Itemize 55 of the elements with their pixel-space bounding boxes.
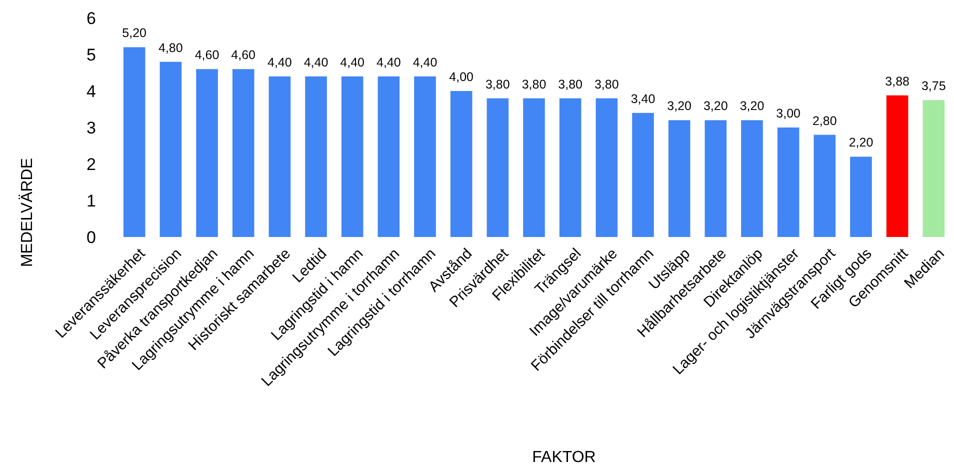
bar bbox=[123, 47, 146, 237]
bar bbox=[268, 76, 291, 237]
y-tick-label: 2 bbox=[86, 154, 96, 174]
data-label: 4,40 bbox=[376, 55, 401, 70]
data-label: 3,80 bbox=[485, 77, 510, 92]
data-label: 3,40 bbox=[630, 92, 656, 106]
data-label: 4,60 bbox=[194, 48, 220, 62]
data-label: 2,80 bbox=[812, 114, 837, 128]
y-tick-label: 0 bbox=[86, 228, 96, 247]
bar bbox=[632, 112, 654, 237]
bar bbox=[414, 76, 436, 237]
y-tick-label: 5 bbox=[86, 45, 96, 64]
bar bbox=[922, 100, 945, 237]
data-label: 4,40 bbox=[304, 55, 328, 70]
bar bbox=[704, 120, 727, 237]
bar bbox=[341, 76, 364, 237]
bar bbox=[450, 91, 472, 237]
data-label: 4,40 bbox=[340, 55, 365, 70]
data-label: 3,80 bbox=[594, 77, 619, 92]
data-label: 3,75 bbox=[921, 79, 946, 94]
bar bbox=[668, 120, 690, 237]
bar bbox=[596, 98, 618, 237]
bar bbox=[378, 76, 400, 237]
data-label: 3,80 bbox=[558, 77, 583, 92]
data-label: 3,88 bbox=[885, 74, 910, 88]
data-label: 5,20 bbox=[122, 26, 147, 40]
bar bbox=[196, 69, 218, 237]
bar bbox=[232, 69, 254, 237]
data-label: 4,40 bbox=[412, 55, 438, 70]
bar bbox=[305, 76, 327, 237]
y-tick-label: 1 bbox=[86, 191, 96, 210]
y-axis-title: MEDELVÄRDE bbox=[18, 158, 36, 268]
bar bbox=[777, 128, 800, 237]
bar bbox=[559, 98, 582, 237]
y-tick-label: 3 bbox=[86, 118, 96, 138]
bar bbox=[486, 98, 509, 237]
x-axis-title: FAKTOR bbox=[532, 449, 596, 466]
data-label: 3,00 bbox=[776, 106, 801, 120]
y-tick-label: 4 bbox=[86, 82, 96, 101]
data-label: 3,20 bbox=[667, 99, 692, 114]
data-label: 4,40 bbox=[268, 55, 292, 70]
bar bbox=[814, 134, 836, 237]
data-label: 4,80 bbox=[158, 40, 183, 55]
data-label: 2,20 bbox=[848, 136, 874, 150]
bar bbox=[886, 95, 908, 237]
bar bbox=[741, 120, 763, 237]
data-label: 4,00 bbox=[449, 70, 474, 84]
bar bbox=[523, 98, 545, 237]
bar bbox=[160, 62, 182, 237]
data-label: 3,20 bbox=[703, 99, 728, 114]
data-label: 4,60 bbox=[231, 48, 256, 62]
y-tick-label: 6 bbox=[86, 8, 96, 28]
bar bbox=[850, 156, 872, 237]
data-label: 3,20 bbox=[740, 99, 764, 114]
data-label: 3,80 bbox=[522, 77, 546, 92]
